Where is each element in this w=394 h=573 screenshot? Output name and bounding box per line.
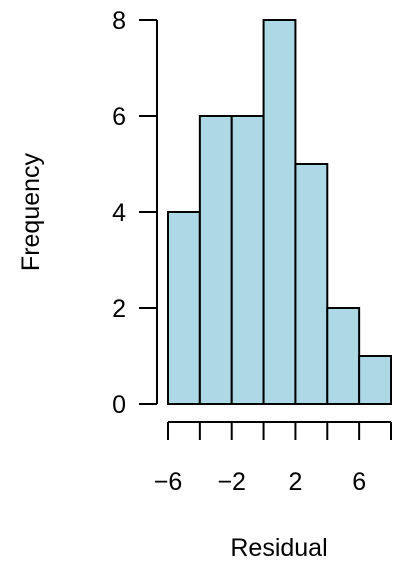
histogram-bar bbox=[230, 115, 265, 405]
histogram-bar bbox=[198, 115, 233, 405]
y-tick-label: 6 bbox=[112, 103, 126, 131]
y-axis: 0 2 4 6 8 bbox=[112, 7, 158, 419]
histogram-bar bbox=[358, 355, 392, 405]
x-axis: −6 −2 2 6 bbox=[154, 421, 392, 496]
x-tick-label: 6 bbox=[352, 468, 366, 496]
x-tick-label: −6 bbox=[154, 468, 183, 496]
histogram-bar bbox=[167, 211, 201, 405]
y-axis-title: Frequency bbox=[17, 152, 45, 271]
y-tick-label: 0 bbox=[112, 391, 126, 419]
y-tick-label: 8 bbox=[112, 7, 126, 35]
histogram-bars bbox=[167, 19, 392, 405]
histogram-bar bbox=[294, 163, 329, 405]
x-axis-title: Residual bbox=[230, 534, 327, 562]
x-tick-label: −2 bbox=[217, 468, 246, 496]
x-tick-label: 2 bbox=[288, 468, 302, 496]
y-tick-label: 4 bbox=[112, 199, 126, 227]
histogram-bar bbox=[262, 19, 297, 405]
histogram-bar bbox=[326, 307, 361, 405]
y-tick-label: 2 bbox=[112, 295, 126, 323]
